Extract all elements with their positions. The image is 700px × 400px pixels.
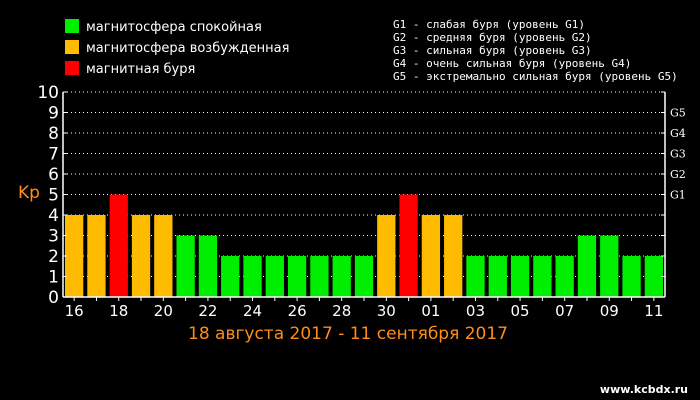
y-tick-label: 10 <box>37 83 59 103</box>
kp-bar <box>577 235 597 297</box>
kp-bar <box>399 194 418 297</box>
y-tick-label: 9 <box>48 104 59 124</box>
y-tick-label: 0 <box>48 288 59 308</box>
kp-bar <box>243 256 262 297</box>
kp-bar <box>154 215 173 297</box>
x-tick-label: 18 <box>109 302 128 320</box>
kp-bar <box>533 256 552 297</box>
kp-bar <box>444 215 463 297</box>
site-watermark: www.kcbdx.ru <box>600 383 688 396</box>
kp-bar <box>221 256 240 297</box>
kp-bar <box>510 256 530 297</box>
kp-bar <box>87 215 106 297</box>
kp-bar <box>600 235 619 297</box>
x-tick-label: 28 <box>332 302 351 320</box>
kp-bar <box>466 256 485 297</box>
x-tick-labels: 16 18 20 22 24 26 28 30 01 03 05 07 09 11 <box>65 302 664 320</box>
y-tick-label: 5 <box>48 186 59 206</box>
y-tick-label: 7 <box>48 145 59 165</box>
x-tick-label: 22 <box>198 302 217 320</box>
kp-bar <box>65 215 84 297</box>
x-tick-label: 30 <box>377 302 396 320</box>
x-tick-label: 03 <box>466 302 485 320</box>
legend: магнитосфера спокойная магнитосфера возб… <box>65 19 289 77</box>
storm-axis-label: G3 <box>670 148 686 161</box>
y-tick-label: 3 <box>48 227 59 247</box>
x-tick-label: 16 <box>65 302 84 320</box>
y-tick-label: 1 <box>48 268 59 288</box>
kp-bar <box>488 256 507 297</box>
legend-swatch-quiet <box>65 19 79 33</box>
x-tick-label: 20 <box>154 302 173 320</box>
kp-bar <box>377 215 396 297</box>
legend-label-storm: магнитная буря <box>86 62 195 77</box>
kp-bar <box>622 256 641 297</box>
y-axis-label: Kp <box>18 183 40 203</box>
y-tick-label: 2 <box>48 247 59 267</box>
legend-label-quiet: магнитосфера спокойная <box>86 20 262 35</box>
x-tick-label: 11 <box>644 302 663 320</box>
kp-bar <box>421 215 441 297</box>
storm-axis-label: G2 <box>670 168 686 181</box>
kp-bar <box>310 256 329 297</box>
storm-level-axis-labels: G1 G2 G3 G4 G5 <box>670 107 686 202</box>
storm-axis-label: G1 <box>670 189 686 202</box>
x-tick-label: 24 <box>243 302 262 320</box>
gridlines <box>63 91 665 277</box>
storm-level-g1: G1 - слабая буря (уровень G1) <box>393 18 585 31</box>
x-tick-label: 05 <box>511 302 530 320</box>
y-tick-label: 4 <box>48 206 59 226</box>
kp-bar <box>354 256 374 297</box>
legend-swatch-storm <box>65 61 79 75</box>
x-tick-label: 26 <box>288 302 307 320</box>
legend-swatch-active <box>65 40 79 54</box>
y-tick-label: 8 <box>48 124 59 144</box>
kp-bar <box>555 256 574 297</box>
kp-bar <box>287 256 307 297</box>
storm-axis-label: G5 <box>670 107 686 120</box>
kp-bar <box>109 194 128 297</box>
date-range-caption: 18 августа 2017 - 11 сентября 2017 <box>188 324 508 344</box>
kp-bar <box>644 256 663 297</box>
kp-bar <box>198 235 218 297</box>
storm-axis-label: G4 <box>670 127 686 140</box>
legend-label-active: магнитосфера возбужденная <box>86 41 289 56</box>
storm-level-g2: G2 - средняя буря (уровень G2) <box>393 31 592 44</box>
kp-bar <box>131 215 151 297</box>
x-tick-label: 01 <box>421 302 440 320</box>
axes-frame <box>62 91 666 301</box>
kp-bar <box>176 235 195 297</box>
kp-bar <box>332 256 351 297</box>
y-tick-label: 6 <box>48 165 59 185</box>
x-tick-label: 07 <box>555 302 574 320</box>
kp-bar <box>265 256 284 297</box>
storm-level-g5: G5 - экстремально сильная буря (уровень … <box>393 70 678 83</box>
storm-level-list: G1 - слабая буря (уровень G1) G2 - средн… <box>393 18 678 83</box>
x-tick-label: 09 <box>600 302 619 320</box>
bars <box>65 194 663 297</box>
storm-level-g4: G4 - очень сильная буря (уровень G4) <box>393 57 631 70</box>
storm-level-g3: G3 - сильная буря (уровень G3) <box>393 44 592 57</box>
